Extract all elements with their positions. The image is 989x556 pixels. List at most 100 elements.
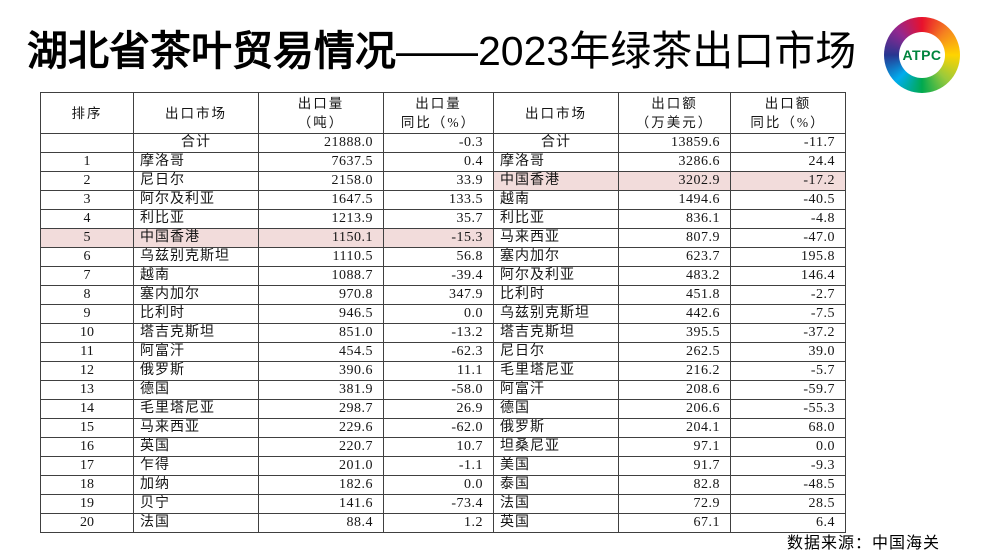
export-volume-cell: 381.9: [258, 380, 384, 400]
volume-market-cell: 乍得: [133, 456, 259, 476]
volume-market-cell: 法国: [133, 513, 259, 533]
export-value-yoy-cell: 24.4: [730, 152, 846, 172]
export-volume-yoy-cell: 10.7: [383, 437, 494, 457]
table-row: 12 俄罗斯 390.6 11.1 毛里塔尼亚 216.2 -5.7: [40, 361, 846, 381]
export-volume-yoy-cell: -0.3: [383, 133, 494, 153]
table-row: 6 乌兹别克斯坦 1110.5 56.8 塞内加尔 623.7 195.8: [40, 247, 846, 267]
export-volume-cell: 182.6: [258, 475, 384, 495]
export-volume-yoy-cell: -62.3: [383, 342, 494, 362]
value-market-cell: 阿尔及利亚: [493, 266, 619, 286]
export-value-cell: 91.7: [618, 456, 731, 476]
export-value-cell: 3286.6: [618, 152, 731, 172]
table-row: 15 马来西亚 229.6 -62.0 俄罗斯 204.1 68.0: [40, 418, 846, 438]
export-value-yoy-cell: -11.7: [730, 133, 846, 153]
export-market-table: 排序 出口市场 出口量 （吨） 出口量 同比（%） 出口市场: [40, 92, 846, 533]
export-value-cell: 807.9: [618, 228, 731, 248]
export-value-yoy-cell: -55.3: [730, 399, 846, 419]
value-market-cell: 俄罗斯: [493, 418, 619, 438]
table-row: 19 贝宁 141.6 -73.4 法国 72.9 28.5: [40, 494, 846, 514]
export-value-yoy-cell: 39.0: [730, 342, 846, 362]
value-market-cell: 塔吉克斯坦: [493, 323, 619, 343]
export-value-yoy-cell: -48.5: [730, 475, 846, 495]
value-market-cell: 坦桑尼亚: [493, 437, 619, 457]
volume-market-cell: 越南: [133, 266, 259, 286]
export-volume-cell: 454.5: [258, 342, 384, 362]
table-row: 8 塞内加尔 970.8 347.9 比利时 451.8 -2.7: [40, 285, 846, 305]
export-value-cell: 836.1: [618, 209, 731, 229]
volume-market-cell: 德国: [133, 380, 259, 400]
table-body: 合计 21888.0 -0.3 合计 13859.6 -11.7 1 摩洛哥 7…: [40, 133, 846, 533]
export-value-cell: 442.6: [618, 304, 731, 324]
rank-cell: [40, 133, 134, 153]
value-market-cell: 比利时: [493, 285, 619, 305]
value-market-cell: 马来西亚: [493, 228, 619, 248]
export-volume-cell: 1150.1: [258, 228, 384, 248]
export-value-cell: 623.7: [618, 247, 731, 267]
export-value-yoy-cell: 68.0: [730, 418, 846, 438]
col-header-market-value: 出口市场: [493, 92, 619, 134]
volume-market-cell: 加纳: [133, 475, 259, 495]
value-market-cell: 毛里塔尼亚: [493, 361, 619, 381]
export-volume-cell: 141.6: [258, 494, 384, 514]
table-row: 7 越南 1088.7 -39.4 阿尔及利亚 483.2 146.4: [40, 266, 846, 286]
volume-market-cell: 马来西亚: [133, 418, 259, 438]
rank-cell: 4: [40, 209, 134, 229]
table-row: 18 加纳 182.6 0.0 泰国 82.8 -48.5: [40, 475, 846, 495]
value-market-cell: 英国: [493, 513, 619, 533]
export-volume-cell: 21888.0: [258, 133, 384, 153]
col-header-export-volume: 出口量 （吨）: [258, 92, 384, 134]
table-row: 1 摩洛哥 7637.5 0.4 摩洛哥 3286.6 24.4: [40, 152, 846, 172]
export-value-cell: 451.8: [618, 285, 731, 305]
rank-cell: 18: [40, 475, 134, 495]
volume-market-cell: 中国香港: [133, 228, 259, 248]
export-volume-yoy-cell: 0.4: [383, 152, 494, 172]
export-volume-yoy-cell: -13.2: [383, 323, 494, 343]
rank-cell: 8: [40, 285, 134, 305]
export-value-cell: 13859.6: [618, 133, 731, 153]
export-volume-cell: 1647.5: [258, 190, 384, 210]
export-volume-cell: 1110.5: [258, 247, 384, 267]
export-value-cell: 82.8: [618, 475, 731, 495]
export-volume-cell: 390.6: [258, 361, 384, 381]
rank-cell: 5: [40, 228, 134, 248]
export-value-yoy-cell: -40.5: [730, 190, 846, 210]
export-volume-cell: 220.7: [258, 437, 384, 457]
volume-market-cell: 塔吉克斯坦: [133, 323, 259, 343]
volume-market-cell: 贝宁: [133, 494, 259, 514]
export-volume-cell: 298.7: [258, 399, 384, 419]
export-value-yoy-cell: 28.5: [730, 494, 846, 514]
rank-cell: 10: [40, 323, 134, 343]
value-market-cell: 塞内加尔: [493, 247, 619, 267]
table-row: 14 毛里塔尼亚 298.7 26.9 德国 206.6 -55.3: [40, 399, 846, 419]
volume-market-cell: 乌兹别克斯坦: [133, 247, 259, 267]
value-market-cell: 美国: [493, 456, 619, 476]
export-value-cell: 1494.6: [618, 190, 731, 210]
table-header: 排序 出口市场 出口量 （吨） 出口量 同比（%） 出口市场: [40, 92, 846, 134]
export-volume-cell: 229.6: [258, 418, 384, 438]
table-row: 11 阿富汗 454.5 -62.3 尼日尔 262.5 39.0: [40, 342, 846, 362]
export-volume-yoy-cell: 133.5: [383, 190, 494, 210]
rank-cell: 20: [40, 513, 134, 533]
logo-center: ATPC: [899, 32, 945, 78]
rank-cell: 3: [40, 190, 134, 210]
export-value-yoy-cell: 6.4: [730, 513, 846, 533]
table-row: 合计 21888.0 -0.3 合计 13859.6 -11.7: [40, 133, 846, 153]
table-row: 9 比利时 946.5 0.0 乌兹别克斯坦 442.6 -7.5: [40, 304, 846, 324]
value-market-cell: 越南: [493, 190, 619, 210]
export-value-yoy-cell: -17.2: [730, 171, 846, 191]
export-volume-yoy-cell: -39.4: [383, 266, 494, 286]
export-volume-cell: 7637.5: [258, 152, 384, 172]
export-value-cell: 483.2: [618, 266, 731, 286]
rank-cell: 17: [40, 456, 134, 476]
col-header-market-volume: 出口市场: [133, 92, 259, 134]
export-volume-cell: 88.4: [258, 513, 384, 533]
export-value-yoy-cell: -37.2: [730, 323, 846, 343]
export-value-cell: 67.1: [618, 513, 731, 533]
table-row: 3 阿尔及利亚 1647.5 133.5 越南 1494.6 -40.5: [40, 190, 846, 210]
volume-market-cell: 尼日尔: [133, 171, 259, 191]
export-value-cell: 204.1: [618, 418, 731, 438]
export-volume-yoy-cell: 1.2: [383, 513, 494, 533]
rank-cell: 12: [40, 361, 134, 381]
export-value-yoy-cell: 195.8: [730, 247, 846, 267]
title-subtitle: ——2023年绿茶出口市场: [396, 28, 857, 74]
